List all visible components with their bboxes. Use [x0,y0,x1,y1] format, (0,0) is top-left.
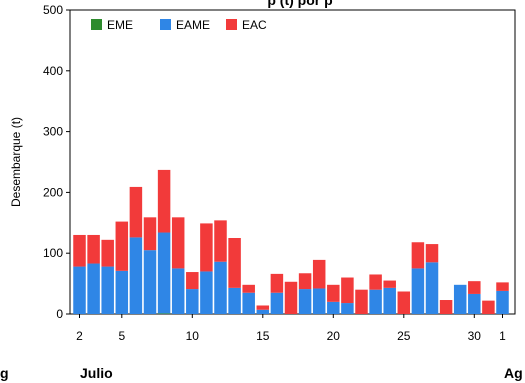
x-tick-label: 2 [76,329,83,343]
bar-eac-31 [482,300,495,314]
bar-eac-21 [341,277,354,304]
bar-eac-10 [186,272,199,290]
bar-eac-16 [270,273,284,293]
x-tick-label: 10 [186,329,200,343]
y-tick-label: 200 [43,185,63,199]
bar-eame-13 [228,287,241,314]
bar-eme-8 [157,313,171,314]
bar-eac-17 [284,281,298,314]
bar-eac-14 [242,284,255,293]
bar-eac-23 [369,274,382,290]
bar-eame-19 [312,288,326,314]
bar-eac-1 [496,282,509,291]
x-tick-label: 20 [327,329,341,343]
bar-eame-4 [101,266,114,314]
bar-eame-7 [143,250,157,314]
bar-eame-20 [327,301,340,314]
bar-eame-14 [242,292,255,314]
x-tick-label: 25 [397,329,411,343]
legend-label-eme: EME [107,18,133,32]
chart-title: p (t) por p [267,0,332,8]
legend-swatch-eame [160,19,171,30]
bar-layer [73,169,509,314]
bar-eac-12 [214,220,227,262]
bar-eac-15 [256,305,270,310]
bar-eame-10 [186,289,199,314]
bar-eac-27 [425,244,439,263]
bar-eac-4 [101,239,114,267]
bar-eame-3 [87,263,100,314]
y-tick-label: 0 [56,307,63,321]
bar-eac-2 [73,234,86,267]
plot-area [69,9,516,315]
y-tick-label: 100 [43,246,63,260]
bar-eac-11 [200,223,213,272]
bar-eac-20 [327,284,340,302]
legend-swatch-eme [91,19,102,30]
bar-eame-9 [171,268,185,314]
bar-eame-2 [73,266,86,314]
bar-eame-11 [200,271,213,314]
bar-eame-27 [425,262,439,314]
x-tick-label: 15 [256,329,270,343]
bar-eame-12 [214,261,227,314]
month-label-left: g [0,365,9,381]
y-tick-label: 300 [43,125,63,139]
x-tick-label: 1 [499,329,506,343]
legend: EME EAME EAC [91,18,267,32]
bar-eame-30 [468,293,481,314]
bar-eame-29 [453,284,467,314]
bar-eac-25 [397,291,411,314]
bar-eac-24 [383,280,396,288]
bar-eame-15 [256,309,270,314]
bar-eame-24 [383,287,396,314]
bar-eame-6 [129,237,143,314]
legend-label-eac: EAC [242,18,267,32]
month-label-agosto: Ag [504,365,523,381]
bar-eac-8 [157,169,171,233]
bar-eac-5 [115,221,129,271]
bar-eac-26 [411,242,425,269]
y-tick-label: 400 [43,64,63,78]
legend-swatch-eac [226,19,237,30]
x-tick-label: 5 [118,329,125,343]
legend-label-eame: EAME [176,18,210,32]
bar-eame-18 [298,289,312,314]
bar-eame-23 [369,289,382,314]
bar-eame-16 [270,292,284,314]
y-axis-label: Desembarque (t) [9,117,23,207]
bar-eac-3 [87,234,100,264]
y-axis: 0 100 200 300 400 500 [43,3,70,321]
month-label-julio: Julio [80,365,113,381]
bar-eac-28 [439,300,453,314]
bar-eame-1 [496,290,509,314]
x-tick-label: 30 [468,329,482,343]
bar-eac-7 [143,217,157,251]
y-tick-label: 500 [43,3,63,17]
bar-eame-21 [341,303,354,314]
bar-eame-8 [157,232,171,314]
x-axis: 2 5 10 15 20 25 30 1 [76,314,506,343]
bar-eac-30 [468,281,481,294]
bar-eac-9 [171,217,185,269]
bar-eame-26 [411,268,425,314]
bar-eac-18 [298,273,312,290]
bar-eac-6 [129,186,143,238]
bar-eac-13 [228,238,241,288]
bar-eac-19 [312,259,326,289]
bar-eac-22 [355,289,368,314]
bar-eame-5 [115,270,129,314]
